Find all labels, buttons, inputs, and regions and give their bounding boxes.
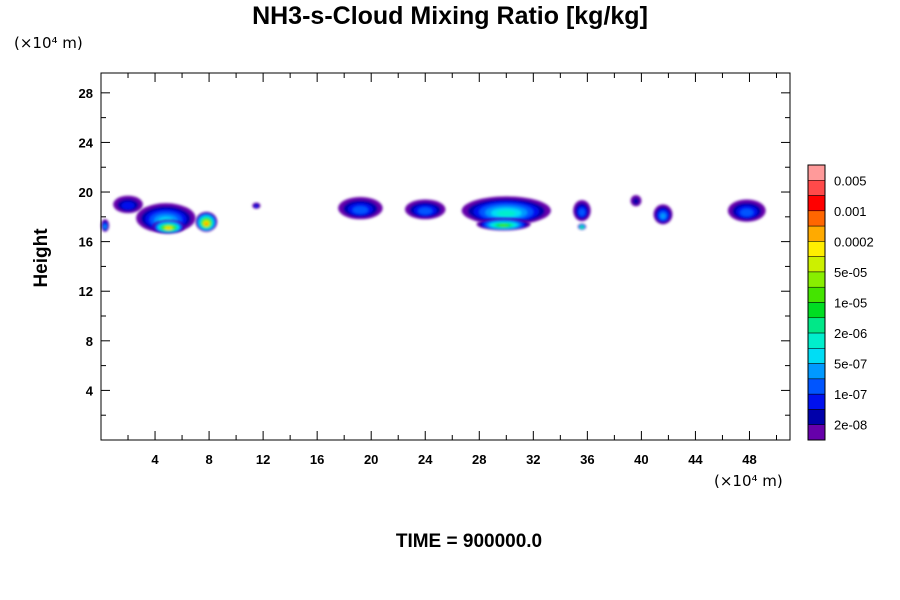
colorbar-swatch <box>807 241 826 257</box>
cloud-layer <box>205 222 208 226</box>
cloud-cell <box>577 223 587 230</box>
cloud-cell <box>113 195 143 214</box>
cloud-cell <box>338 196 383 220</box>
x-tick-label: 16 <box>310 452 324 467</box>
cloud-layer <box>254 204 259 208</box>
colorbar-label: 0.005 <box>834 173 867 188</box>
cloud-cells <box>101 195 766 234</box>
cloud-cell <box>152 219 185 234</box>
x-tick-label: 36 <box>580 452 594 467</box>
cloud-cell <box>101 219 110 232</box>
colorbar-swatch <box>807 332 826 349</box>
cloud-cell <box>653 204 673 225</box>
x-tick-label: 44 <box>688 452 703 467</box>
cloud-layer <box>740 208 754 217</box>
colorbar-swatch <box>807 286 826 303</box>
cloud-cell <box>195 211 218 232</box>
y-axis-unit: (×10⁴ m) <box>14 34 83 52</box>
colorbar-swatch <box>807 210 826 227</box>
y-tick-label: 4 <box>86 383 94 398</box>
y-tick-label: 20 <box>79 185 93 200</box>
x-tick-label: 20 <box>364 452 378 467</box>
colorbar-swatch <box>807 409 826 425</box>
cloud-cell <box>630 195 642 207</box>
colorbar-swatch <box>807 302 826 319</box>
colorbar-label: 2e-08 <box>834 418 867 433</box>
y-tick-label: 12 <box>79 284 93 299</box>
x-tick-label: 28 <box>472 452 486 467</box>
colorbar-frame <box>807 164 826 441</box>
plot-frame <box>100 72 791 441</box>
x-axis: 4 8 12 16 20 24 28 32 36 40 44 48 <box>127 73 777 467</box>
x-tick-label: 4 <box>151 452 159 467</box>
time-label: TIME = 900000.0 <box>395 531 543 552</box>
colorbar-swatch <box>807 363 826 380</box>
x-tick-label: 12 <box>256 452 270 467</box>
cloud-layer <box>166 227 171 230</box>
colorbar-swatch <box>807 348 826 364</box>
cloud-cell <box>404 199 446 220</box>
cloud-layer <box>352 206 369 214</box>
x-tick-label: 48 <box>742 452 756 467</box>
cloud-layer <box>581 226 583 228</box>
cloud-cell <box>573 200 591 222</box>
colorbar: 0.005 0.001 0.0002 5e-05 1e-05 2e-06 5e-07 1e-0… <box>807 164 874 441</box>
colorbar-swatch <box>807 256 826 273</box>
cloud-layer <box>499 224 508 227</box>
colorbar-label: 0.001 <box>834 204 867 219</box>
cloud-layer <box>103 224 107 229</box>
x-tick-label: 40 <box>634 452 648 467</box>
y-axis: 4 8 12 16 20 24 28 <box>79 86 790 416</box>
cloud-layer <box>578 208 586 217</box>
y-tick-label: 16 <box>79 235 93 250</box>
cloud-cell <box>727 199 766 222</box>
x-axis-unit: (×10⁴ m) <box>714 472 783 490</box>
x-tick-label: 32 <box>526 452 540 467</box>
colorbar-swatch <box>807 195 826 212</box>
x-tick-label: 8 <box>205 452 212 467</box>
colorbar-label: 2e-06 <box>834 326 867 341</box>
colorbar-swatch <box>807 271 826 288</box>
colorbar-label: 5e-07 <box>834 357 867 372</box>
colorbar-label: 0.0002 <box>834 234 874 249</box>
colorbar-swatch <box>807 164 826 181</box>
chart-title: NH3-s-Cloud Mixing Ratio [kg/kg] <box>252 2 648 30</box>
cloud-layer <box>660 213 666 219</box>
y-tick-label: 24 <box>79 135 94 150</box>
cloud-cell <box>461 196 551 225</box>
colorbar-swatch <box>807 393 826 410</box>
y-tick-label: 8 <box>86 334 93 349</box>
cloud-cell <box>252 202 261 209</box>
colorbar-swatch <box>807 424 826 441</box>
colorbar-swatch <box>807 225 826 242</box>
colorbar-swatch <box>807 378 826 395</box>
cloud-layer <box>632 197 640 205</box>
y-tick-label: 28 <box>79 86 93 101</box>
cloud-cell <box>476 218 531 231</box>
colorbar-swatch <box>807 317 826 334</box>
colorbar-label: 1e-07 <box>834 387 867 402</box>
cloud-layer <box>496 210 516 217</box>
colorbar-label: 1e-05 <box>834 296 867 311</box>
cloud-layer <box>418 207 433 215</box>
colorbar-swatch <box>807 180 826 196</box>
x-tick-label: 24 <box>418 452 433 467</box>
cloud-layer <box>121 201 135 210</box>
colorbar-label: 5e-05 <box>834 265 867 280</box>
